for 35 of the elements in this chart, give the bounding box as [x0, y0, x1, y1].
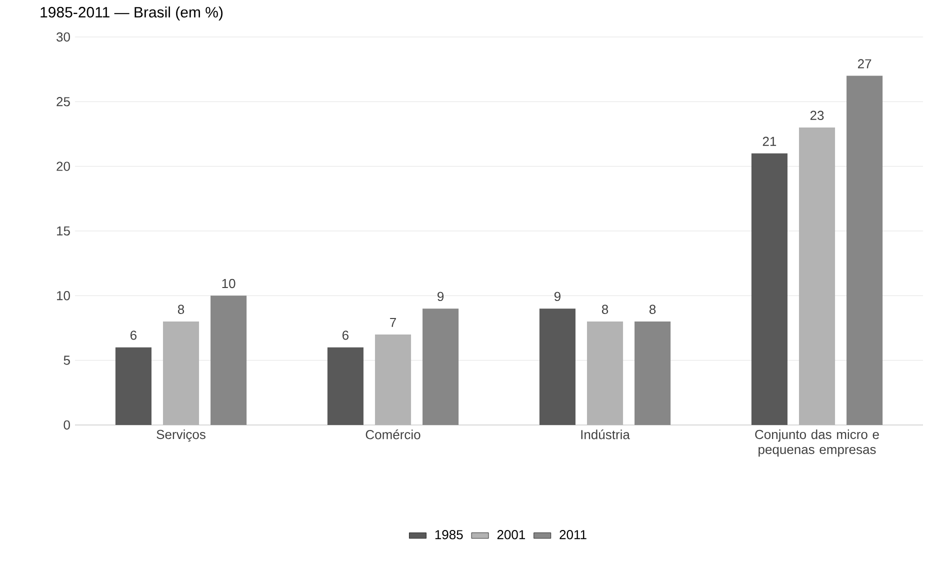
bar	[846, 76, 883, 425]
y-tick-label: 15	[57, 226, 70, 236]
y-tick-label: 10	[57, 291, 70, 300]
y-tick-label: 5	[64, 356, 70, 365]
x-tick-label: Serviços	[156, 430, 206, 442]
bar	[422, 308, 459, 425]
bar	[634, 322, 671, 425]
legend-label: 2011	[560, 530, 586, 540]
data-label: 8	[602, 304, 608, 314]
bar	[751, 153, 788, 425]
data-label: 27	[858, 59, 872, 68]
data-label: 9	[554, 292, 560, 302]
bar	[327, 347, 364, 425]
chart-title: 1985-2011 — Brasil (em %)	[40, 6, 223, 20]
data-label: 6	[342, 330, 349, 340]
data-label: 23	[810, 110, 824, 120]
legend-label: 2001	[497, 530, 526, 540]
x-tick-label: Comércio	[366, 430, 420, 440]
y-tick-label: 30	[56, 32, 70, 42]
bar	[210, 296, 247, 425]
bar	[115, 347, 152, 425]
y-tick-label: 25	[56, 97, 70, 106]
y-tick-label: 0	[64, 420, 70, 430]
data-label: 10	[222, 278, 236, 288]
data-label: 8	[178, 304, 184, 314]
bar	[539, 308, 576, 425]
y-tick-label: 20	[56, 162, 70, 171]
x-tick-label: Conjunto das micro e pequenas empresas	[755, 430, 879, 457]
data-label: 8	[649, 304, 656, 314]
data-label: 7	[390, 318, 396, 327]
x-tick-label: Indústria	[581, 430, 630, 440]
data-label: 6	[130, 330, 137, 340]
data-label: 9	[438, 292, 444, 302]
data-label: 21	[762, 136, 776, 146]
legend-label: 1985	[435, 530, 463, 540]
